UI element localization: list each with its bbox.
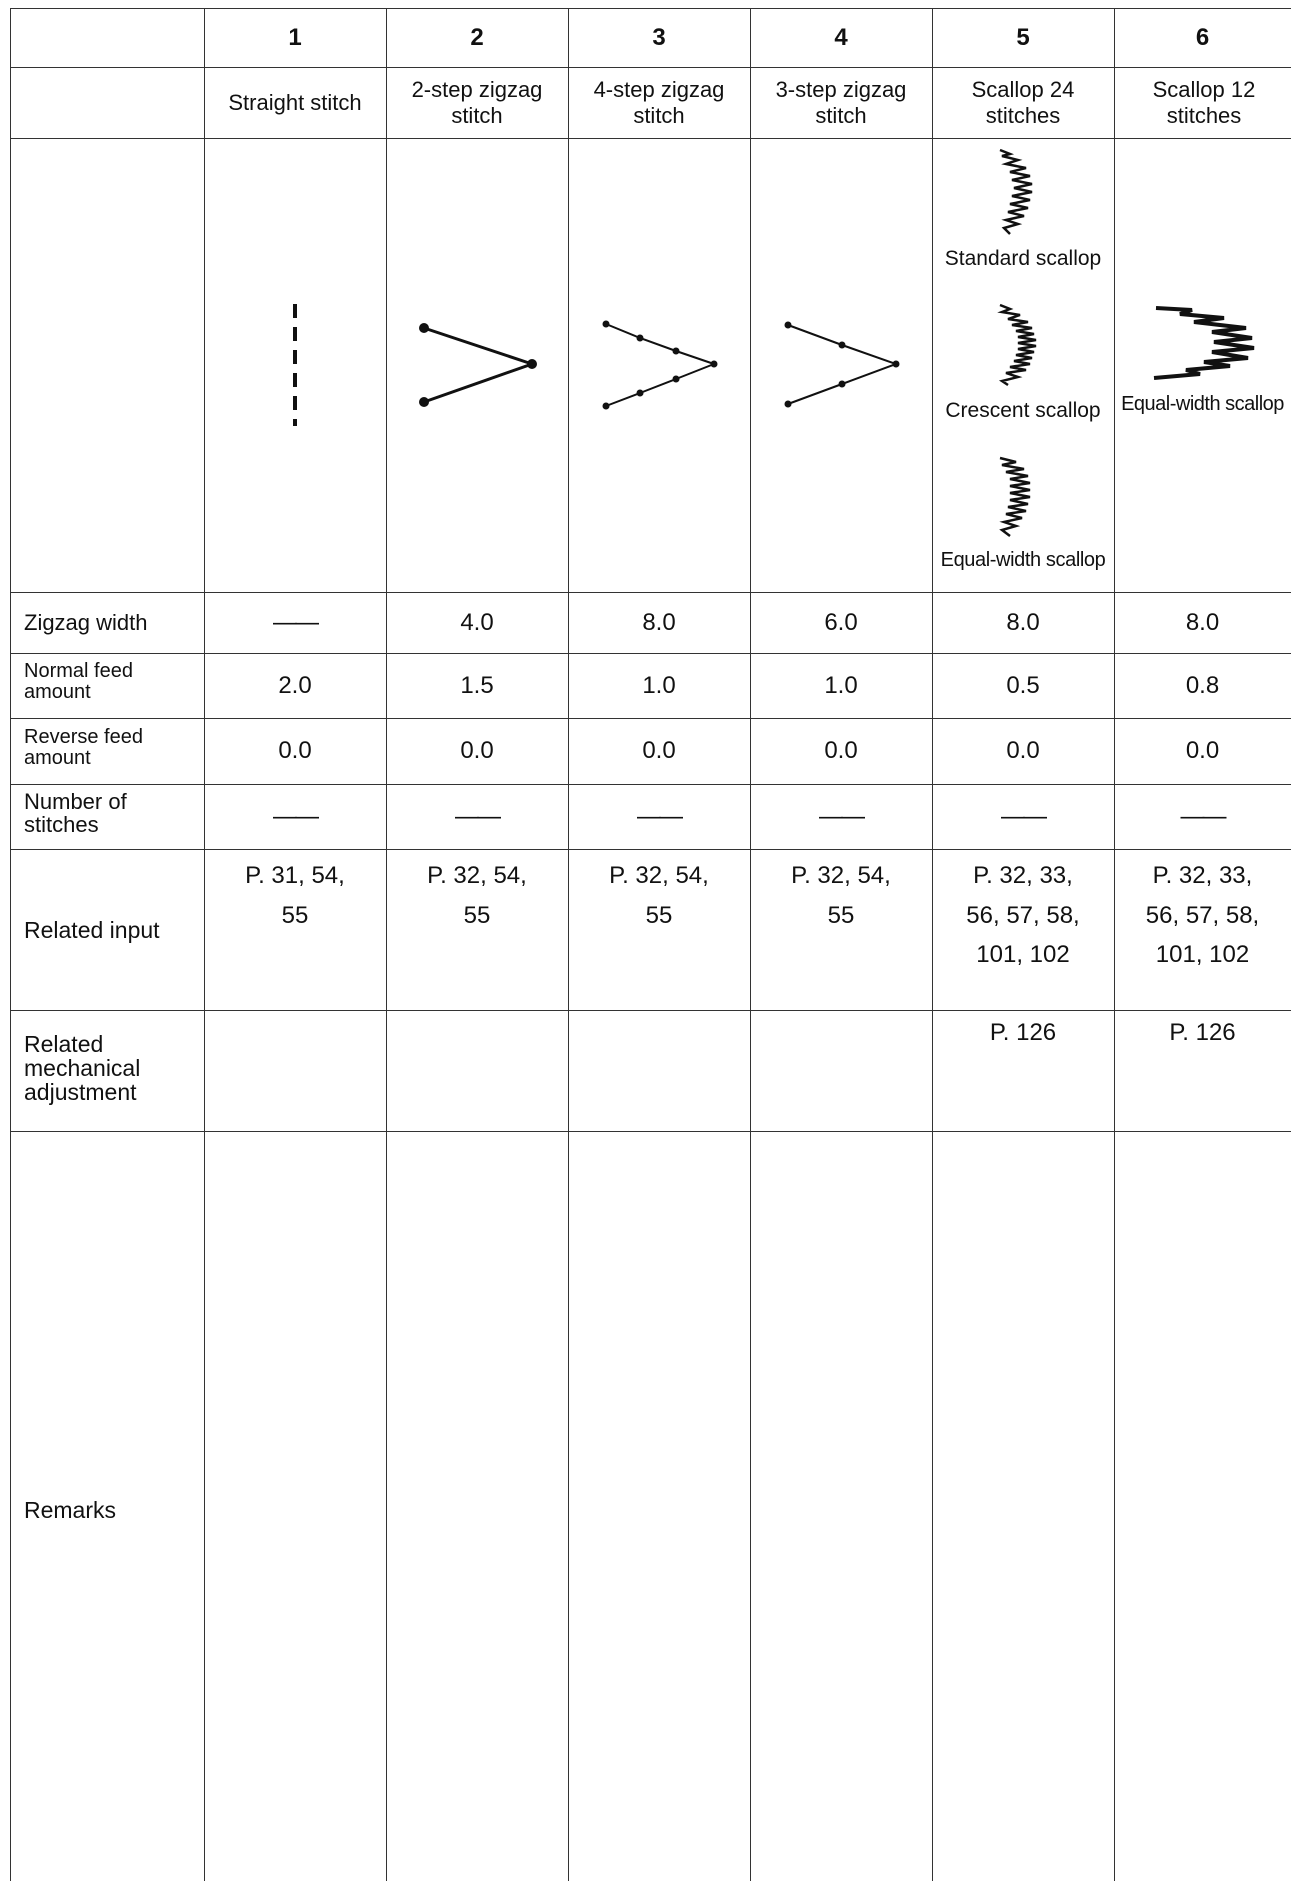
normal-feed-value: 0.8 bbox=[1185, 671, 1220, 699]
grid-line bbox=[10, 653, 1291, 654]
mechanical-adjustment-value: P. 126 bbox=[989, 1019, 1057, 1047]
stitches-value: —— bbox=[637, 802, 683, 830]
grid-line bbox=[10, 8, 11, 1881]
zigzag-width-value: 4.0 bbox=[460, 608, 494, 636]
reverse-feed-value: 0.0 bbox=[824, 737, 858, 765]
stitches-value: —— bbox=[1001, 802, 1047, 830]
grid-line bbox=[204, 8, 205, 1881]
column-number: 6 bbox=[1195, 23, 1210, 51]
related-input-value: P. 32, 33, 56, 57, 58, 101, 102 bbox=[966, 862, 1080, 969]
related-input-value: P. 32, 54, 55 bbox=[791, 862, 891, 929]
column-number: 3 bbox=[652, 23, 666, 51]
equal-width-scallop-icon bbox=[999, 456, 1031, 537]
grid-line bbox=[10, 8, 1291, 9]
row-label-related-input: Related input bbox=[24, 917, 160, 943]
zigzag-width-value: 8.0 bbox=[642, 608, 676, 636]
related-input-value: P. 32, 54, 55 bbox=[609, 862, 709, 929]
row-label-remarks: Remarks bbox=[24, 1497, 117, 1523]
stitch-name: 4-step zigzag stitch bbox=[593, 77, 725, 128]
related-input-value: P. 32, 54, 55 bbox=[427, 862, 527, 929]
grid-line bbox=[10, 138, 1291, 139]
zigzag-width-value: 8.0 bbox=[1185, 608, 1220, 636]
column-number: 1 bbox=[288, 23, 302, 51]
normal-feed-value: 1.0 bbox=[824, 671, 858, 699]
reverse-feed-value: 0.0 bbox=[1185, 737, 1220, 765]
standard-scallop-icon bbox=[999, 148, 1033, 235]
equal-width-scallop-icon bbox=[1153, 306, 1255, 380]
four-step-zigzag-icon bbox=[602, 320, 718, 410]
straight-stitch-icon bbox=[293, 304, 297, 426]
stitch-name: Straight stitch bbox=[228, 89, 362, 115]
two-step-zigzag-icon bbox=[419, 323, 537, 407]
normal-feed-value: 2.0 bbox=[278, 671, 312, 699]
zigzag-width-value: —— bbox=[273, 608, 319, 636]
related-input-value: P. 32, 33, 56, 57, 58, 101, 102 bbox=[1145, 862, 1260, 969]
stitch-name: Scallop 24 stitches bbox=[971, 77, 1075, 128]
grid-line bbox=[932, 8, 933, 1881]
crescent-scallop-caption: Crescent scallop bbox=[945, 399, 1101, 422]
column-number: 2 bbox=[470, 23, 484, 51]
equal-width-scallop-caption: Equal-width scallop bbox=[1121, 393, 1284, 415]
stitches-value: —— bbox=[1180, 802, 1227, 830]
column-number: 5 bbox=[1016, 23, 1030, 51]
related-input-value: P. 31, 54, 55 bbox=[245, 862, 345, 929]
crescent-scallop-icon bbox=[997, 303, 1037, 387]
grid-line bbox=[10, 592, 1291, 593]
stitches-value: —— bbox=[273, 802, 319, 830]
reverse-feed-value: 0.0 bbox=[460, 737, 494, 765]
row-label-zigzag-width: Zigzag width bbox=[24, 610, 148, 635]
grid-line bbox=[568, 8, 569, 1881]
grid-line bbox=[10, 1131, 1291, 1132]
reverse-feed-value: 0.0 bbox=[1006, 737, 1040, 765]
row-label-normal-feed: Normal feed amount bbox=[24, 660, 133, 703]
row-label-mechanical: Related mechanical adjustment bbox=[24, 1031, 141, 1106]
zigzag-width-value: 6.0 bbox=[824, 608, 858, 636]
zigzag-width-value: 8.0 bbox=[1006, 608, 1040, 636]
row-label-stitches: Number of stitches bbox=[24, 789, 127, 838]
stitch-name: 2-step zigzag stitch bbox=[411, 77, 543, 128]
stitch-name: Scallop 12 stitches bbox=[1152, 77, 1256, 128]
three-step-zigzag-icon bbox=[784, 321, 900, 408]
normal-feed-value: 0.5 bbox=[1006, 671, 1040, 699]
equal-width-scallop-caption: Equal-width scallop bbox=[940, 549, 1106, 571]
grid-line bbox=[10, 849, 1291, 850]
grid-line bbox=[386, 8, 387, 1881]
row-label-reverse-feed: Reverse feed amount bbox=[24, 726, 143, 769]
grid-line bbox=[750, 8, 751, 1881]
reverse-feed-value: 0.0 bbox=[642, 737, 676, 765]
normal-feed-value: 1.5 bbox=[460, 671, 494, 699]
reverse-feed-value: 0.0 bbox=[278, 737, 312, 765]
grid-line bbox=[10, 718, 1291, 719]
column-number: 4 bbox=[834, 23, 848, 51]
stitches-value: —— bbox=[819, 802, 865, 830]
stitches-value: —— bbox=[455, 802, 501, 830]
grid-line bbox=[10, 784, 1291, 785]
stitch-name: 3-step zigzag stitch bbox=[775, 77, 907, 128]
grid-line bbox=[10, 67, 1291, 68]
grid-line bbox=[10, 1010, 1291, 1011]
standard-scallop-caption: Standard scallop bbox=[944, 247, 1102, 270]
grid-line bbox=[1114, 8, 1115, 1881]
mechanical-adjustment-value: P. 126 bbox=[1169, 1019, 1236, 1047]
normal-feed-value: 1.0 bbox=[642, 671, 676, 699]
